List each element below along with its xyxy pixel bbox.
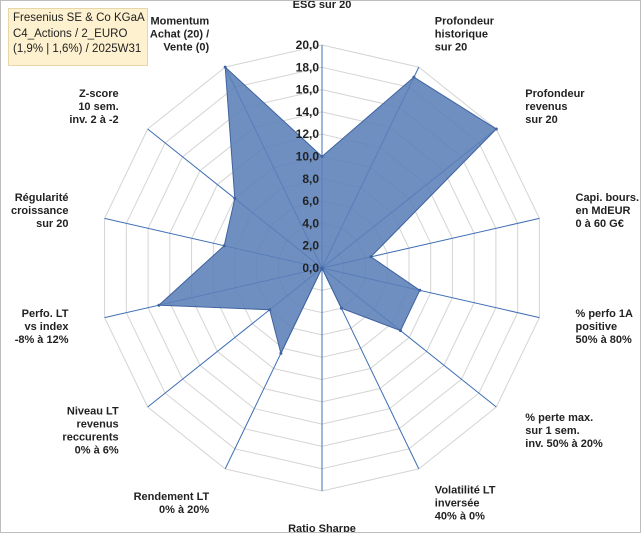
data-point	[399, 329, 402, 333]
axis-label: Z-score 10 sem. inv. 2 à -2	[69, 88, 118, 126]
title-line-company: Fresenius SE & Co KGaA	[13, 12, 145, 24]
radial-tick-label: 12,0	[296, 127, 320, 141]
axis-label: Régularité croissance sur 20	[11, 192, 68, 230]
data-point	[412, 75, 416, 79]
radial-tick-label: 8,0	[302, 172, 319, 186]
data-point	[418, 288, 422, 292]
data-point	[222, 244, 226, 248]
axis-label: Perfo. LT vs index -8% à 12%	[15, 308, 70, 346]
data-point	[157, 303, 161, 307]
radial-tick-label: 4,0	[302, 216, 319, 230]
axis-label: Profondeur revenus sur 20	[525, 88, 585, 126]
data-point	[223, 65, 227, 69]
axis-label: Volatilité LT inversée 40% à 0%	[435, 484, 496, 522]
radial-tick-label: 0,0	[302, 261, 319, 275]
axis-label: Capi. bours. en MdEUR 0 à 60 G€	[576, 192, 640, 230]
radial-tick-label: 2,0	[302, 239, 319, 253]
chart-title-box: Fresenius SE & Co KGaA C4_Actions / 2_EU…	[8, 8, 148, 66]
data-point	[369, 255, 373, 259]
axis-label: % perte max. sur 1 sem. inv. 50% à 20%	[525, 412, 603, 450]
axis-label: Ratio Sharpe0 à 1	[288, 523, 356, 532]
title-line-period: (1,9% | 1,6%) / 2025W31	[13, 43, 142, 55]
data-point	[320, 155, 324, 158]
radial-tick-label: 18,0	[296, 60, 320, 74]
axis-label: Rendement LT 0% à 20%	[134, 491, 210, 516]
radial-tick-label: 16,0	[296, 83, 320, 97]
axis-label: Momentum Achat (20) / Vente (0)	[150, 16, 210, 54]
title-line-category: C4_Actions / 2_EURO	[13, 27, 128, 40]
radial-tick-label: 10,0	[296, 150, 320, 164]
data-point	[268, 308, 272, 312]
axis-label: Niveau LT revenus reccurents 0% à 6%	[62, 406, 119, 457]
axis-label: NoteESG sur 20	[293, 1, 352, 11]
radial-tick-label: 20,0	[296, 38, 320, 52]
data-point	[494, 127, 498, 131]
data-point	[320, 266, 324, 270]
data-point	[233, 197, 237, 200]
axis-label: % perfo 1A positive 50% à 80%	[576, 308, 634, 346]
data-point	[339, 306, 343, 310]
data-point	[279, 351, 283, 355]
radial-tick-label: 6,0	[302, 194, 319, 208]
data-series-area	[157, 65, 498, 355]
axis-label: Profondeur historique sur 20	[435, 16, 495, 54]
radial-tick-label: 14,0	[296, 105, 320, 119]
